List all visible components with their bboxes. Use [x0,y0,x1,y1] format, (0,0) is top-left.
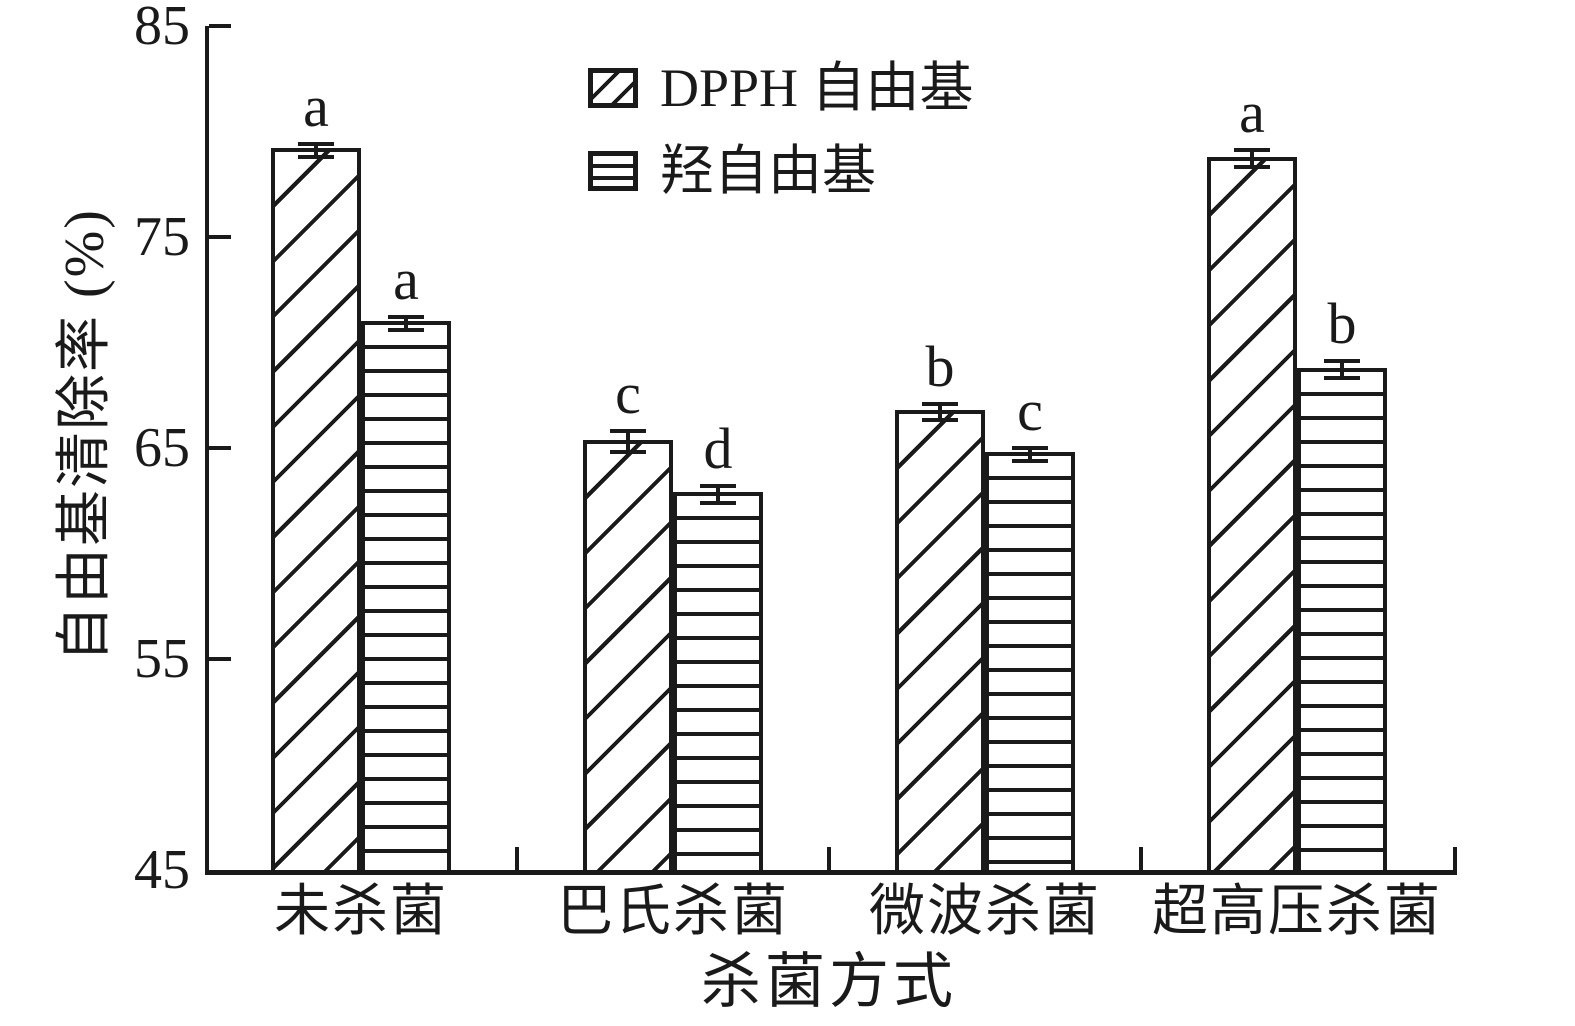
sig-letter: a [393,247,419,313]
y-tick [209,657,231,661]
y-tick-label: 45 [134,839,190,901]
x-tick [1139,847,1143,870]
error-bar-cap [700,500,736,505]
error-bar-cap [610,429,646,433]
error-bar-line [938,401,942,423]
error-bar-cap [700,483,736,488]
error-bar-cap [922,418,958,423]
error-bar-line [1028,445,1032,463]
sig-letter: b [1327,291,1357,357]
error-bar-cap [388,327,424,332]
sig-letter: c [1017,377,1043,443]
error-bar-cap [1324,376,1360,381]
x-tick [1453,847,1457,870]
error-bar-line [314,142,318,159]
error-bar-cap [388,315,424,320]
bar-dpph [583,439,673,874]
error-bar-line [1340,359,1344,381]
x-category-label: 超高压杀菌 [1152,881,1442,943]
x-axis-title: 杀菌方式 [701,949,957,1015]
x-axis-line [205,870,1457,875]
legend-label-dpph: DPPH 自由基 [660,58,974,118]
sig-letter: d [703,415,733,481]
error-bar-cap [1012,458,1048,463]
bar-hydroxyl [1297,367,1387,874]
bar-dpph [895,410,985,874]
sig-letter: a [1239,80,1265,146]
legend-item-dpph: DPPH 自由基 [588,60,974,117]
y-tick-label: 55 [134,628,190,690]
error-bar-line [404,315,408,332]
x-category-label: 未杀菌 [274,881,448,943]
legend-item-hydroxyl: 羟自由基 [588,140,974,201]
sig-letter: a [303,74,329,140]
x-tick [515,847,519,870]
y-tick [209,446,231,450]
error-bar-cap [298,142,334,147]
x-category-label: 巴氏杀菌 [557,881,789,943]
error-bar-cap [1324,359,1360,364]
error-bar-cap [298,154,334,159]
bar-hydroxyl [673,492,763,874]
horizontal-hatch-swatch-icon [588,151,638,192]
legend: DPPH 自由基 羟自由基 [588,60,974,199]
error-bar-line [716,483,720,505]
legend-label-hydroxyl: 羟自由基 [660,140,876,201]
error-bar-line [1250,148,1254,170]
sig-letter: b [925,333,955,399]
error-bar-line [626,429,630,455]
bar-hydroxyl [985,452,1075,874]
x-tick [827,847,831,870]
error-bar-cap [922,401,958,406]
sig-letter: c [615,361,641,426]
y-tick-label: 65 [134,417,190,479]
y-tick-label: 85 [134,0,190,57]
y-tick-label: 75 [134,206,190,268]
y-tick [209,24,231,28]
error-bar-cap [1234,148,1270,153]
y-axis-title: 自由基清除率 (%) [54,208,116,662]
bar-dpph [1207,156,1297,874]
diagonal-hatch-swatch-icon [588,68,638,109]
y-tick [209,235,231,239]
bar-hydroxyl [361,321,451,874]
y-axis-line [205,26,209,875]
error-bar-cap [1012,445,1048,450]
x-category-label: 微波杀菌 [869,881,1101,943]
error-bar-cap [1234,165,1270,170]
error-bar-cap [610,450,646,455]
